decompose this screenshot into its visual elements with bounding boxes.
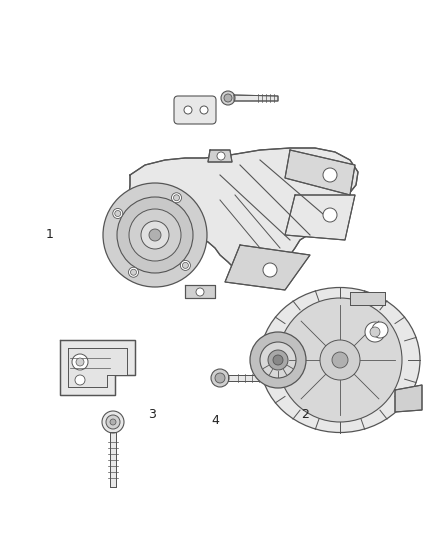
- Circle shape: [113, 208, 123, 219]
- Circle shape: [173, 195, 180, 201]
- Circle shape: [72, 354, 88, 370]
- Polygon shape: [123, 148, 358, 278]
- Polygon shape: [285, 150, 355, 195]
- Circle shape: [129, 209, 181, 261]
- Circle shape: [278, 298, 402, 422]
- Polygon shape: [208, 150, 232, 162]
- Circle shape: [268, 350, 288, 370]
- Text: 1: 1: [46, 229, 54, 241]
- Polygon shape: [228, 375, 280, 381]
- Circle shape: [102, 411, 124, 433]
- Polygon shape: [350, 292, 385, 305]
- Circle shape: [273, 355, 283, 365]
- Polygon shape: [395, 385, 422, 412]
- Text: 3: 3: [148, 408, 156, 422]
- Polygon shape: [225, 245, 310, 290]
- Text: 4: 4: [211, 414, 219, 426]
- Polygon shape: [68, 348, 127, 387]
- Circle shape: [323, 168, 337, 182]
- Circle shape: [365, 322, 385, 342]
- Circle shape: [372, 322, 388, 338]
- Circle shape: [149, 229, 161, 241]
- Circle shape: [196, 288, 204, 296]
- Circle shape: [131, 269, 137, 275]
- Circle shape: [103, 183, 207, 287]
- Circle shape: [76, 358, 84, 366]
- Polygon shape: [234, 95, 278, 101]
- Circle shape: [180, 261, 191, 270]
- Polygon shape: [110, 432, 116, 487]
- Circle shape: [75, 375, 85, 385]
- Circle shape: [323, 208, 337, 222]
- Circle shape: [211, 369, 229, 387]
- Circle shape: [215, 373, 225, 383]
- Polygon shape: [185, 285, 215, 298]
- Circle shape: [184, 106, 192, 114]
- Circle shape: [115, 211, 121, 216]
- Polygon shape: [285, 195, 355, 240]
- Circle shape: [106, 415, 120, 429]
- Circle shape: [221, 91, 235, 105]
- Circle shape: [141, 221, 169, 249]
- Circle shape: [182, 262, 188, 269]
- Circle shape: [332, 352, 348, 368]
- Ellipse shape: [260, 287, 420, 432]
- Circle shape: [224, 94, 232, 102]
- Circle shape: [320, 340, 360, 380]
- Text: 2: 2: [301, 408, 309, 422]
- Circle shape: [200, 106, 208, 114]
- Circle shape: [172, 193, 181, 203]
- Polygon shape: [60, 340, 135, 395]
- Circle shape: [263, 263, 277, 277]
- Circle shape: [250, 332, 306, 388]
- FancyBboxPatch shape: [174, 96, 216, 124]
- Circle shape: [128, 267, 138, 277]
- Circle shape: [117, 197, 193, 273]
- Circle shape: [217, 152, 225, 160]
- Circle shape: [370, 327, 380, 337]
- Circle shape: [110, 419, 116, 425]
- Circle shape: [260, 342, 296, 378]
